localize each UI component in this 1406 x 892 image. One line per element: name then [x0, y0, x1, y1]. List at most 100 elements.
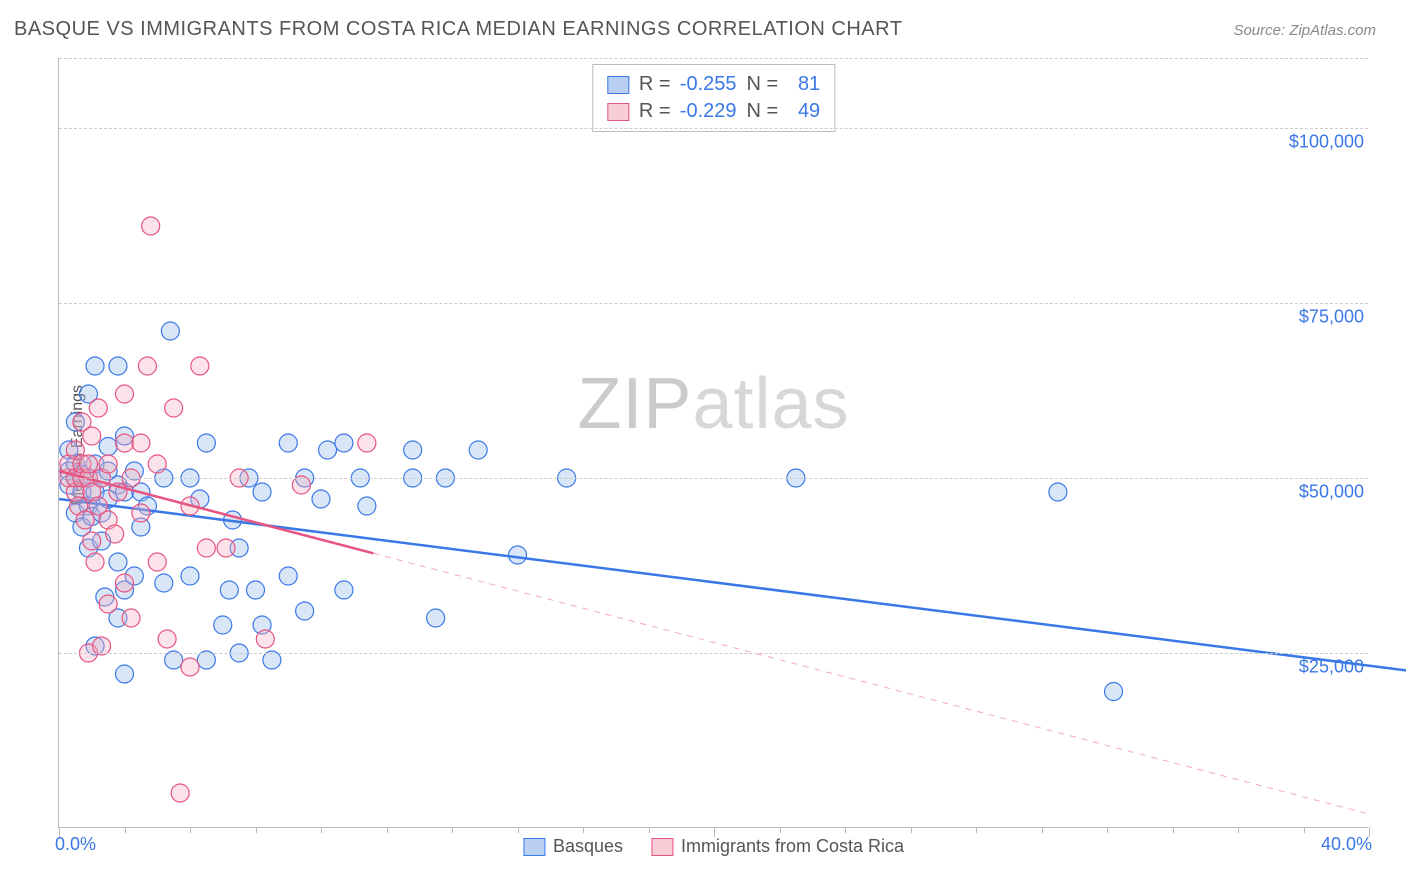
- data-point: [469, 441, 487, 459]
- data-point: [116, 385, 134, 403]
- data-point: [335, 434, 353, 452]
- x-tick-mark-major: [714, 827, 715, 837]
- trend-line-extrapolated: [373, 553, 1369, 814]
- x-tick-mark: [125, 827, 126, 833]
- n-value: 81: [784, 73, 820, 96]
- source-label: Source: ZipAtlas.com: [1233, 22, 1376, 39]
- data-point: [171, 784, 189, 802]
- data-point: [181, 658, 199, 676]
- x-tick-mark: [649, 827, 650, 833]
- gridline: [59, 58, 1368, 59]
- y-tick-label: $75,000: [1299, 307, 1364, 328]
- legend-correlation: R = -0.255 N =81 R = -0.229 N =49: [592, 64, 835, 132]
- x-tick-mark: [321, 827, 322, 833]
- legend-swatch: [651, 838, 673, 856]
- x-tick-mark: [1238, 827, 1239, 833]
- data-point: [142, 217, 160, 235]
- legend-label: Basques: [553, 836, 623, 857]
- data-point: [83, 532, 101, 550]
- data-point: [138, 357, 156, 375]
- x-tick-mark-major: [1369, 827, 1370, 837]
- data-point: [509, 546, 527, 564]
- plot-area: ZIPatlas R =-0.255N =81R =-0.229N =49 0.…: [58, 58, 1368, 828]
- plot-svg: [59, 58, 1368, 827]
- data-point: [155, 574, 173, 592]
- data-point: [116, 434, 134, 452]
- data-point: [116, 665, 134, 683]
- legend-row: R = -0.255 N =81: [607, 71, 820, 98]
- data-point: [148, 455, 166, 473]
- legend-row: R = -0.229 N =49: [607, 98, 820, 125]
- x-tick-mark: [583, 827, 584, 833]
- x-tick-mark: [1173, 827, 1174, 833]
- data-point: [358, 434, 376, 452]
- legend-item: Basques: [523, 836, 623, 857]
- data-point: [79, 455, 97, 473]
- x-tick-mark: [780, 827, 781, 833]
- x-tick-mark: [1042, 827, 1043, 833]
- legend-swatch: [523, 838, 545, 856]
- x-axis-min-label: 0.0%: [55, 834, 96, 855]
- r-value: -0.255: [677, 73, 737, 96]
- data-point: [253, 483, 271, 501]
- data-point: [161, 322, 179, 340]
- data-point: [197, 434, 215, 452]
- x-axis-max-label: 40.0%: [1321, 834, 1372, 855]
- legend-label: Immigrants from Costa Rica: [681, 836, 904, 857]
- data-point: [296, 602, 314, 620]
- data-point: [106, 525, 124, 543]
- y-tick-label: $100,000: [1289, 132, 1364, 153]
- data-point: [83, 427, 101, 445]
- data-point: [247, 581, 265, 599]
- x-tick-mark: [845, 827, 846, 833]
- gridline: [59, 303, 1368, 304]
- r-label: R =: [639, 100, 671, 123]
- data-point: [197, 539, 215, 557]
- data-point: [217, 539, 235, 557]
- gridline: [59, 653, 1368, 654]
- data-point: [148, 553, 166, 571]
- n-label: N =: [747, 73, 779, 96]
- y-tick-label: $25,000: [1299, 657, 1364, 678]
- data-point: [99, 455, 117, 473]
- data-point: [132, 504, 150, 522]
- x-tick-mark: [1107, 827, 1108, 833]
- chart-container: Median Earnings ZIPatlas R =-0.255N =81R…: [40, 50, 1380, 840]
- data-point: [335, 581, 353, 599]
- x-tick-mark: [1304, 827, 1305, 833]
- data-point: [427, 609, 445, 627]
- data-point: [279, 567, 297, 585]
- data-point: [181, 567, 199, 585]
- x-tick-mark: [190, 827, 191, 833]
- data-point: [319, 441, 337, 459]
- r-value: -0.229: [677, 100, 737, 123]
- x-tick-mark: [911, 827, 912, 833]
- n-value: 49: [784, 100, 820, 123]
- data-point: [1105, 683, 1123, 701]
- data-point: [404, 441, 422, 459]
- data-point: [89, 399, 107, 417]
- data-point: [109, 553, 127, 571]
- gridline: [59, 478, 1368, 479]
- data-point: [1049, 483, 1067, 501]
- x-tick-mark: [976, 827, 977, 833]
- x-tick-mark-major: [59, 827, 60, 837]
- data-point: [358, 497, 376, 515]
- data-point: [116, 574, 134, 592]
- data-point: [312, 490, 330, 508]
- data-point: [256, 630, 274, 648]
- data-point: [158, 630, 176, 648]
- x-tick-mark: [518, 827, 519, 833]
- data-point: [99, 438, 117, 456]
- data-point: [165, 399, 183, 417]
- chart-title: BASQUE VS IMMIGRANTS FROM COSTA RICA MED…: [14, 18, 902, 41]
- n-label: N =: [747, 100, 779, 123]
- data-point: [279, 434, 297, 452]
- gridline: [59, 128, 1368, 129]
- data-point: [76, 511, 94, 529]
- data-point: [99, 595, 117, 613]
- data-point: [220, 581, 238, 599]
- r-label: R =: [639, 73, 671, 96]
- data-point: [86, 553, 104, 571]
- data-point: [86, 357, 104, 375]
